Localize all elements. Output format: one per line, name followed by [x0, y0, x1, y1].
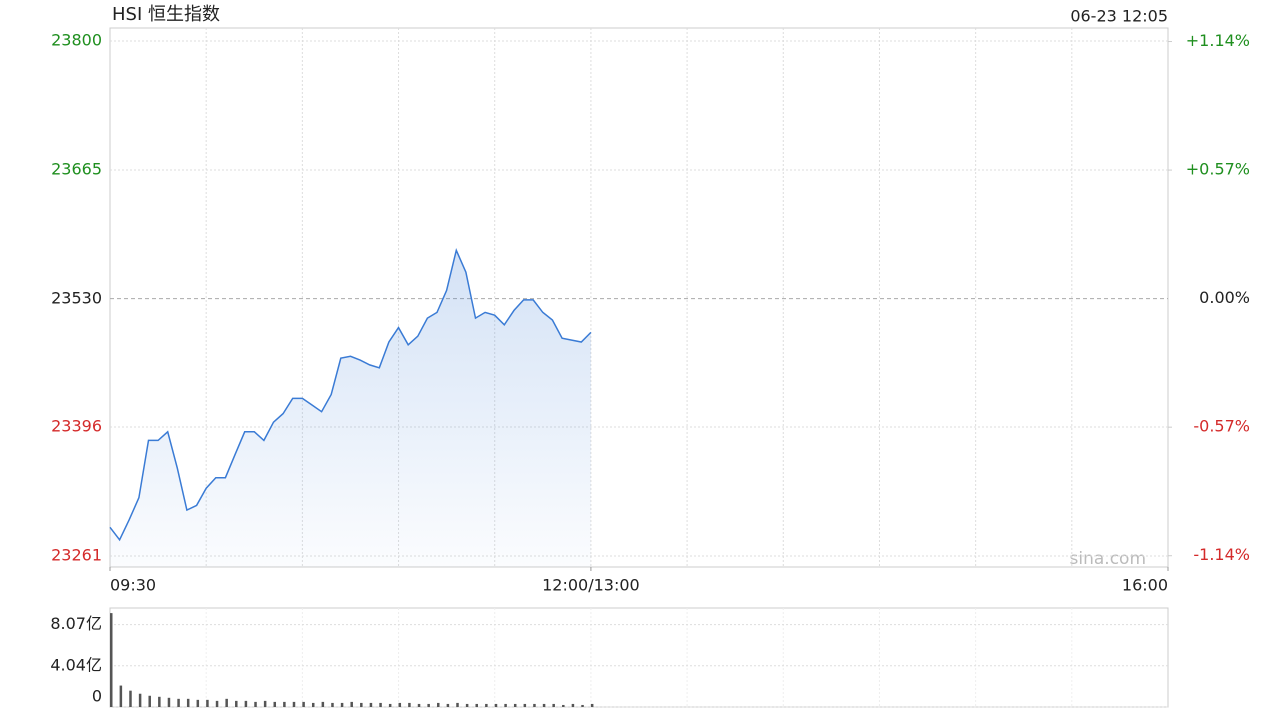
- volume-frame: [109, 607, 1169, 708]
- volume-bar: [292, 701, 296, 707]
- volume-bar: [167, 697, 171, 707]
- volume-bar: [158, 696, 161, 707]
- vol-tick-label: 0: [92, 687, 102, 706]
- volume-bar: [542, 703, 546, 707]
- volume-bar: [581, 704, 584, 707]
- volume-bar: [427, 703, 430, 707]
- volume-bar: [379, 702, 382, 707]
- volume-bar: [465, 703, 469, 707]
- volume-bar: [369, 702, 373, 707]
- volume-bar: [177, 698, 180, 707]
- volume-bar: [235, 700, 238, 707]
- volume-bar: [398, 702, 402, 707]
- x-tick-label: 16:00: [1122, 576, 1168, 595]
- volume-bar: [408, 702, 411, 707]
- volume-bar: [340, 702, 344, 707]
- volume-bar: [504, 703, 507, 707]
- volume-bar: [206, 699, 209, 707]
- y-tick-label: 23530: [51, 288, 102, 307]
- volume-bar: [360, 702, 363, 707]
- volume-bar: [321, 701, 325, 707]
- volume-bar: [263, 700, 267, 707]
- y-tick-label: 23396: [51, 417, 102, 436]
- x-tick-label: 12:00/13:00: [542, 576, 640, 595]
- volume-bar: [523, 703, 527, 707]
- volume-bar: [571, 703, 575, 707]
- volume-bar: [311, 702, 315, 707]
- volume-bar: [475, 703, 478, 707]
- volume-bar: [437, 702, 440, 707]
- volume-bar: [590, 703, 594, 707]
- volume-bar: [129, 690, 132, 707]
- volume-bar: [244, 700, 248, 707]
- y-tick-label: 23665: [51, 159, 102, 178]
- volume-bar: [485, 703, 488, 707]
- volume-bar: [513, 703, 517, 707]
- y-tick-label: 23800: [51, 30, 102, 49]
- y2-tick-label: -1.14%: [1193, 545, 1250, 564]
- price-area: [110, 250, 591, 568]
- volume-bar: [456, 702, 459, 707]
- volume-bar: [533, 703, 536, 707]
- volume-bar: [417, 703, 421, 707]
- volume-bar: [110, 613, 113, 707]
- volume-bar: [283, 701, 286, 707]
- volume-bar: [215, 700, 219, 707]
- x-tick-label: 09:30: [110, 576, 156, 595]
- volume-bar: [196, 699, 200, 707]
- volume-bar: [254, 701, 257, 707]
- volume-bar: [225, 698, 228, 707]
- volume-bar: [331, 702, 334, 707]
- vol-tick-label: 8.07亿: [50, 614, 102, 633]
- volume-bar: [562, 704, 565, 707]
- y2-tick-label: +0.57%: [1186, 160, 1250, 179]
- volume-bar: [119, 685, 123, 707]
- volume-bar: [148, 695, 151, 707]
- volume-bar: [388, 703, 392, 707]
- volume-bar: [138, 693, 142, 707]
- volume-bar: [273, 701, 277, 707]
- volume-bar: [552, 703, 555, 707]
- price-line: [109, 247, 592, 542]
- volume-bar: [446, 703, 450, 707]
- y2-tick-label: 0.00%: [1199, 288, 1250, 307]
- volume-bar: [186, 698, 190, 707]
- volume-bar: [302, 701, 305, 707]
- vol-tick-label: 4.04亿: [50, 655, 102, 674]
- volume-bar: [494, 703, 498, 707]
- watermark: sina.com: [1070, 549, 1146, 569]
- plot-frame: [109, 27, 1169, 568]
- chart-title: HSI 恒生指数: [112, 4, 220, 25]
- timestamp: 06-23 12:05: [1070, 7, 1168, 26]
- y2-tick-label: -0.57%: [1193, 417, 1250, 436]
- y-tick-label: 23261: [51, 546, 102, 565]
- y2-tick-label: +1.14%: [1186, 31, 1250, 50]
- volume-bar: [350, 701, 353, 707]
